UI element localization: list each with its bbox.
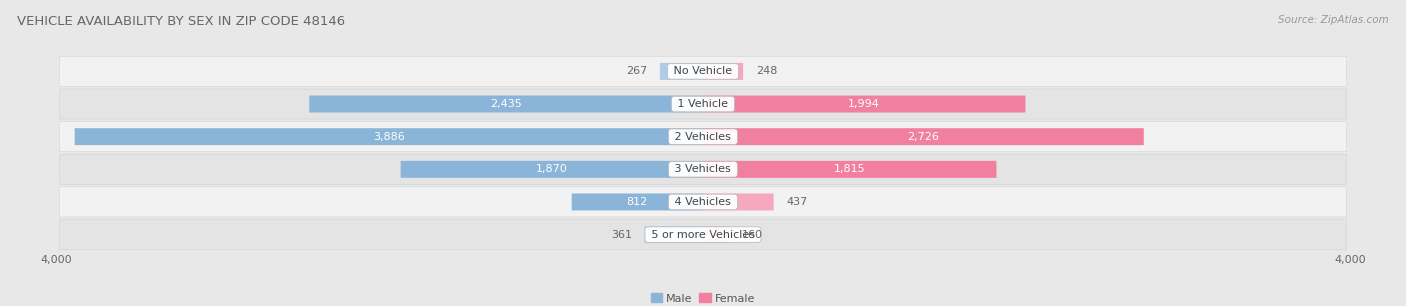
- Text: VEHICLE AVAILABILITY BY SEX IN ZIP CODE 48146: VEHICLE AVAILABILITY BY SEX IN ZIP CODE …: [17, 15, 344, 28]
- FancyBboxPatch shape: [703, 63, 744, 80]
- Text: 3,886: 3,886: [373, 132, 405, 142]
- FancyBboxPatch shape: [703, 193, 773, 211]
- Text: 1,994: 1,994: [848, 99, 880, 109]
- Text: 267: 267: [626, 66, 647, 76]
- FancyBboxPatch shape: [75, 128, 703, 145]
- FancyBboxPatch shape: [659, 63, 703, 80]
- FancyBboxPatch shape: [703, 226, 728, 243]
- Text: 248: 248: [756, 66, 778, 76]
- FancyBboxPatch shape: [59, 56, 1347, 86]
- Text: 2 Vehicles: 2 Vehicles: [671, 132, 735, 142]
- Text: 1 Vehicle: 1 Vehicle: [675, 99, 731, 109]
- Text: 2,435: 2,435: [491, 99, 522, 109]
- Text: 3 Vehicles: 3 Vehicles: [672, 164, 734, 174]
- Text: 160: 160: [742, 230, 763, 240]
- FancyBboxPatch shape: [59, 220, 1347, 250]
- Legend: Male, Female: Male, Female: [647, 289, 759, 306]
- Text: 5 or more Vehicles: 5 or more Vehicles: [648, 230, 758, 240]
- FancyBboxPatch shape: [59, 122, 1347, 152]
- Text: 4 Vehicles: 4 Vehicles: [671, 197, 735, 207]
- Text: 361: 361: [610, 230, 631, 240]
- Text: No Vehicle: No Vehicle: [671, 66, 735, 76]
- Text: 1,815: 1,815: [834, 164, 866, 174]
- FancyBboxPatch shape: [59, 89, 1347, 119]
- Text: Source: ZipAtlas.com: Source: ZipAtlas.com: [1278, 15, 1389, 25]
- Text: 437: 437: [786, 197, 808, 207]
- FancyBboxPatch shape: [703, 95, 1025, 113]
- FancyBboxPatch shape: [401, 161, 703, 178]
- Text: 812: 812: [627, 197, 648, 207]
- FancyBboxPatch shape: [572, 193, 703, 211]
- FancyBboxPatch shape: [703, 128, 1143, 145]
- FancyBboxPatch shape: [644, 226, 703, 243]
- FancyBboxPatch shape: [309, 95, 703, 113]
- FancyBboxPatch shape: [59, 154, 1347, 184]
- Text: 1,870: 1,870: [536, 164, 568, 174]
- Text: 2,726: 2,726: [907, 132, 939, 142]
- FancyBboxPatch shape: [59, 187, 1347, 217]
- FancyBboxPatch shape: [703, 161, 997, 178]
